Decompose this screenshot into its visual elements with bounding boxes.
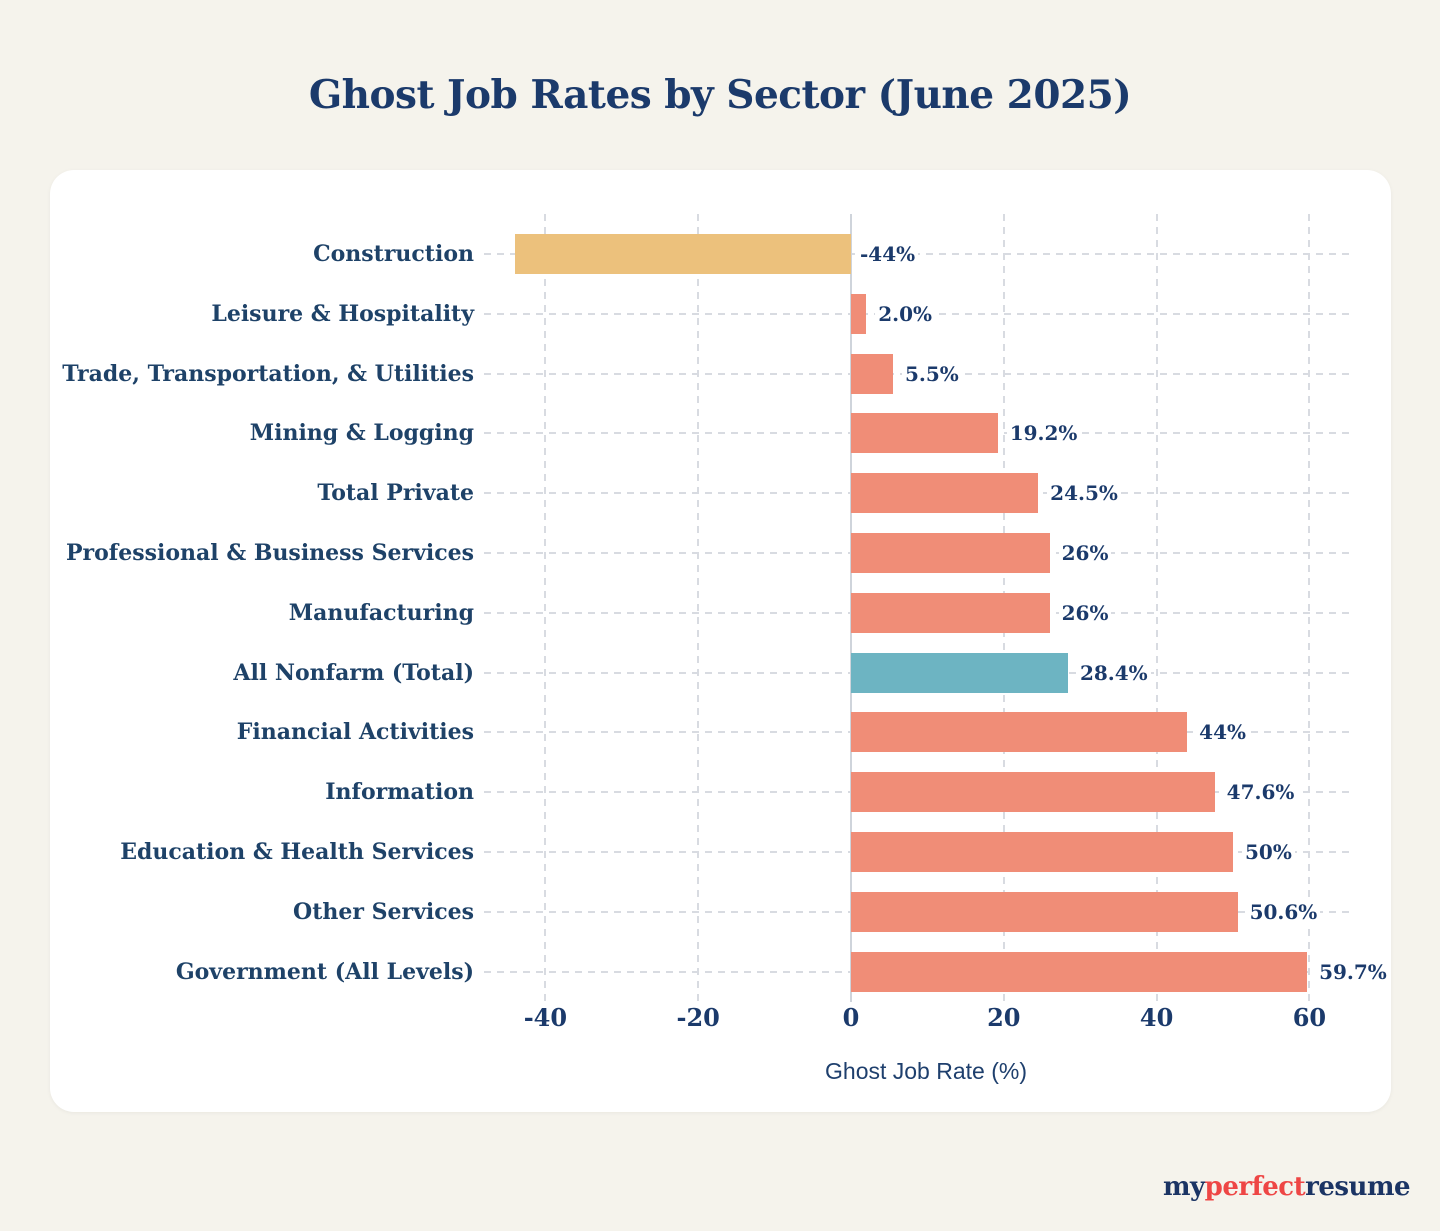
bar bbox=[851, 533, 1050, 573]
bar bbox=[851, 293, 867, 334]
gridline-v bbox=[544, 214, 547, 1002]
bar bbox=[851, 832, 1233, 872]
bar bbox=[514, 234, 851, 274]
value-label: 50% bbox=[1242, 838, 1295, 866]
bar bbox=[851, 712, 1188, 753]
gridline-v bbox=[697, 214, 700, 1002]
category-label: Financial Activities bbox=[236, 719, 474, 746]
value-label: 26% bbox=[1058, 598, 1112, 627]
value-label: 50.6% bbox=[1246, 897, 1321, 926]
x-tick-label: 20 bbox=[987, 1003, 1021, 1032]
value-label: 47.6% bbox=[1223, 778, 1298, 807]
bar bbox=[851, 652, 1068, 693]
bar bbox=[851, 772, 1215, 813]
category-label: Information bbox=[325, 779, 474, 806]
category-label: Government (All Levels) bbox=[175, 958, 474, 985]
category-label: Mining & Logging bbox=[249, 420, 474, 447]
category-label: Other Services bbox=[293, 898, 474, 925]
bar bbox=[851, 891, 1238, 932]
category-label: Total Private bbox=[317, 480, 474, 507]
value-label: 19.2% bbox=[1006, 419, 1081, 448]
bar bbox=[851, 473, 1039, 514]
category-label: All Nonfarm (Total) bbox=[233, 659, 474, 686]
x-tick-label: 0 bbox=[842, 1003, 860, 1032]
bar bbox=[851, 413, 998, 454]
value-label: 44% bbox=[1196, 718, 1249, 747]
bar bbox=[851, 353, 894, 394]
x-tick-label: -40 bbox=[523, 1003, 568, 1032]
category-label: Education & Health Services bbox=[120, 839, 474, 865]
bar bbox=[851, 592, 1050, 633]
brand-word-perfect: perfect bbox=[1204, 1172, 1306, 1202]
value-label: 2.0% bbox=[875, 299, 936, 328]
gridline-v bbox=[1155, 214, 1158, 1002]
value-label: 24.5% bbox=[1047, 479, 1121, 508]
category-label: Trade, Transportation, & Utilities bbox=[62, 360, 474, 387]
gridline-h bbox=[484, 253, 1355, 255]
brand-word-my: my bbox=[1163, 1172, 1205, 1202]
bar bbox=[851, 951, 1308, 992]
value-label: 59.7% bbox=[1316, 957, 1390, 986]
category-label: Manufacturing bbox=[288, 599, 474, 626]
x-tick-label: -20 bbox=[676, 1003, 720, 1032]
brand-logo: myperfectresume bbox=[1163, 1172, 1410, 1202]
brand-word-resume: resume bbox=[1305, 1172, 1410, 1202]
x-tick-label: 40 bbox=[1139, 1003, 1174, 1032]
x-axis-title: Ghost Job Rate (%) bbox=[825, 1058, 1027, 1084]
value-label: 26% bbox=[1058, 539, 1112, 567]
category-label: Leisure & Hospitality bbox=[211, 300, 474, 327]
value-label: -44% bbox=[857, 240, 919, 268]
category-label: Construction bbox=[313, 241, 474, 267]
gridline-v bbox=[1308, 214, 1311, 1002]
category-label: Professional & Business Services bbox=[65, 540, 474, 566]
value-label: 5.5% bbox=[902, 359, 962, 388]
x-tick-label: 60 bbox=[1292, 1003, 1327, 1032]
value-label: 28.4% bbox=[1076, 658, 1151, 687]
chart-title: Ghost Job Rates by Sector (June 2025) bbox=[308, 72, 1132, 118]
